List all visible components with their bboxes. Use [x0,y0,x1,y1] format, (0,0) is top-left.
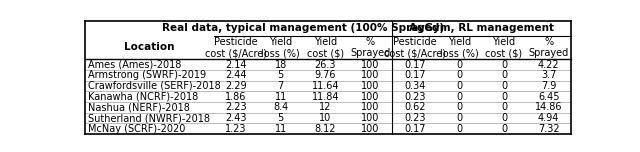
Text: 100: 100 [361,92,380,102]
Text: 0.23: 0.23 [404,92,426,102]
Text: Sutherland (NWRF)-2018: Sutherland (NWRF)-2018 [88,113,210,123]
Text: 0: 0 [501,92,507,102]
Text: 100: 100 [361,102,380,112]
Text: AgGym, RL management: AgGym, RL management [409,23,554,33]
Text: 100: 100 [361,60,380,70]
Text: 2.43: 2.43 [225,113,247,123]
Text: 9.76: 9.76 [315,70,336,80]
Text: 0.17: 0.17 [404,124,426,134]
Text: 2.14: 2.14 [225,60,247,70]
Text: 2.23: 2.23 [225,102,247,112]
Text: 100: 100 [361,81,380,91]
Text: 1.86: 1.86 [225,92,247,102]
Text: Real data, typical management (100% Sprayed): Real data, typical management (100% Spra… [162,23,444,33]
Text: 8.4: 8.4 [273,102,289,112]
Text: 0: 0 [456,81,463,91]
Text: 0: 0 [501,60,507,70]
Text: 1.23: 1.23 [225,124,247,134]
Text: 0.17: 0.17 [404,70,426,80]
Text: Yield
loss (%): Yield loss (%) [440,37,479,58]
Text: 2.44: 2.44 [225,70,247,80]
Text: 4.94: 4.94 [538,113,559,123]
Text: Ames (Ames)-2018: Ames (Ames)-2018 [88,60,181,70]
Text: Crawfordsville (SERF)-2018: Crawfordsville (SERF)-2018 [88,81,221,91]
Text: 18: 18 [275,60,287,70]
Text: 0.62: 0.62 [404,102,426,112]
Text: 11: 11 [275,92,287,102]
Text: %
Sprayed: % Sprayed [350,37,390,58]
Text: 0.17: 0.17 [404,60,426,70]
Text: 0: 0 [456,70,463,80]
Text: %
Sprayed: % Sprayed [529,37,569,58]
Text: 0: 0 [501,102,507,112]
Text: 0: 0 [456,60,463,70]
Text: 0: 0 [501,70,507,80]
Text: 8.12: 8.12 [315,124,336,134]
Text: 3.7: 3.7 [541,70,556,80]
Text: 14.86: 14.86 [535,102,563,112]
Text: Pesticide
cost ($/Acre): Pesticide cost ($/Acre) [205,37,267,58]
Text: 0.34: 0.34 [404,81,426,91]
Text: 11.84: 11.84 [312,92,339,102]
Text: 7.9: 7.9 [541,81,556,91]
Text: 5: 5 [278,70,284,80]
Text: Yield
cost ($): Yield cost ($) [307,37,344,58]
Text: Yield
loss (%): Yield loss (%) [261,37,300,58]
Text: Location: Location [124,43,175,52]
Text: 10: 10 [319,113,332,123]
Text: 2.29: 2.29 [225,81,247,91]
Text: 0: 0 [456,102,463,112]
Text: 0.23: 0.23 [404,113,426,123]
Text: 100: 100 [361,70,380,80]
Text: 7: 7 [278,81,284,91]
Text: 26.3: 26.3 [315,60,336,70]
Text: 0: 0 [456,92,463,102]
Text: 7.32: 7.32 [538,124,559,134]
Text: 11.64: 11.64 [312,81,339,91]
Text: 5: 5 [278,113,284,123]
Text: 0: 0 [501,81,507,91]
Text: 100: 100 [361,113,380,123]
Text: 0: 0 [456,124,463,134]
Text: 4.22: 4.22 [538,60,559,70]
Text: 0: 0 [456,113,463,123]
Text: Pesticide
cost ($/Acre): Pesticide cost ($/Acre) [384,37,445,58]
Text: 12: 12 [319,102,332,112]
Text: 100: 100 [361,124,380,134]
Text: Armstrong (SWRF)-2019: Armstrong (SWRF)-2019 [88,70,206,80]
Text: 6.45: 6.45 [538,92,559,102]
Text: McNay (SCRF)-2020: McNay (SCRF)-2020 [88,124,186,134]
Text: 0: 0 [501,113,507,123]
Text: Yield
cost ($): Yield cost ($) [486,37,523,58]
Text: 0: 0 [501,124,507,134]
Text: Kanawha (NCRF)-2018: Kanawha (NCRF)-2018 [88,92,198,102]
Text: Nashua (NERF)-2018: Nashua (NERF)-2018 [88,102,190,112]
Text: 11: 11 [275,124,287,134]
